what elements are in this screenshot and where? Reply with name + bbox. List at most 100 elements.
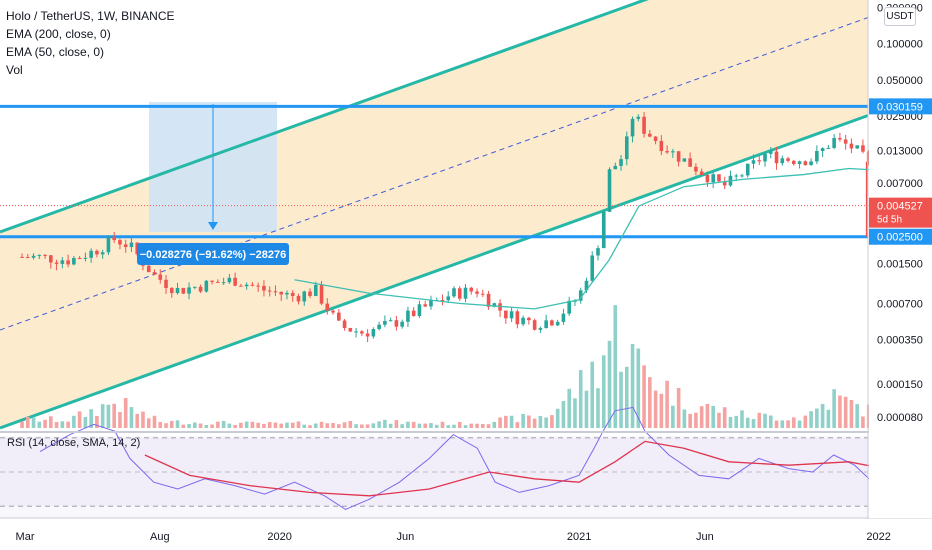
volume-bar (740, 410, 744, 428)
candle-body (267, 290, 272, 292)
volume-bar (803, 415, 808, 428)
volume-bar (555, 408, 560, 428)
volume-bar (187, 424, 191, 428)
volume-bar (786, 420, 790, 428)
candle-body (475, 291, 479, 294)
candle-body (20, 256, 24, 258)
candle-body (665, 151, 669, 153)
candle-body (250, 284, 255, 286)
volume-bar (331, 423, 335, 428)
volume-legend[interactable]: Vol (6, 63, 23, 77)
volume-bar (584, 390, 589, 428)
volume-bar (118, 412, 122, 428)
volume-bar (636, 348, 641, 428)
candle-body (169, 287, 174, 294)
candle-body (342, 320, 347, 329)
volume-bar (123, 398, 128, 428)
volume-bar (642, 365, 646, 428)
candle-body (296, 295, 301, 302)
candle-body (607, 169, 612, 212)
candle-body (181, 288, 186, 294)
candle-body (855, 145, 859, 149)
badge-current-bg (869, 197, 932, 228)
candle-body (809, 161, 813, 166)
badge-lower: 0.002500 (877, 232, 923, 244)
badge-upper-bg (869, 98, 932, 115)
candle-body (31, 255, 36, 258)
candle-body (832, 137, 836, 148)
volume-bar (290, 422, 295, 428)
volume-bar (227, 423, 232, 428)
volume-bar (181, 424, 186, 428)
candle-body (158, 274, 163, 280)
candle-body (463, 287, 468, 299)
channel-upper-line (0, 0, 649, 234)
candle-body (383, 321, 387, 325)
volume-bar (313, 423, 318, 428)
volume-bar (308, 425, 312, 428)
measure-label-bg (137, 243, 289, 265)
volume-bar (601, 355, 606, 428)
volume-bar (146, 418, 151, 428)
candle-body (480, 293, 485, 295)
volume-bar (705, 403, 710, 428)
volume-bar (849, 399, 854, 428)
candle-body (745, 163, 750, 176)
candle-body (734, 175, 739, 177)
candle-body (440, 300, 445, 302)
volume-bar (100, 404, 105, 428)
price-axis-bg (869, 0, 932, 518)
candle-body (233, 277, 237, 286)
volume-bar (688, 413, 692, 428)
candle-body (360, 331, 364, 334)
volume-bar (296, 421, 301, 428)
volume-bar (734, 415, 739, 428)
ema50-legend[interactable]: EMA (50, close, 0) (6, 45, 105, 59)
volume-bar (653, 390, 658, 428)
volume-bar (521, 413, 525, 428)
volume-bar (25, 416, 30, 428)
badge-lower-bg (869, 228, 932, 245)
volume-bar (267, 422, 272, 428)
price-tick-label: 0.013000 (877, 145, 923, 157)
candle-body (262, 285, 266, 291)
price-tick-label: 0.000700 (877, 298, 923, 310)
candle-body (37, 254, 42, 256)
currency-button[interactable]: USDT (884, 7, 916, 26)
volume-bar (504, 415, 508, 428)
volume-bar (406, 421, 410, 428)
volume-bar (866, 404, 871, 428)
volume-bar (768, 415, 773, 428)
symbol-title[interactable]: Holo / TetherUS, 1W, BINANCE (6, 9, 175, 23)
volume-bar (77, 411, 82, 428)
ema200-legend[interactable]: EMA (200, close, 0) (6, 27, 111, 41)
candle-body (636, 116, 641, 119)
channel-mid-line (0, 17, 869, 331)
volume-bar (135, 413, 140, 428)
candle-body (446, 296, 451, 301)
candle-body (619, 159, 623, 166)
candle-body (705, 174, 710, 183)
volume-bar (613, 305, 618, 428)
candle-body (866, 151, 871, 162)
volume-bar (797, 420, 802, 428)
volume-bar (285, 422, 289, 428)
volume-bar (89, 409, 93, 428)
volume-bar (763, 413, 767, 428)
candle-body (768, 151, 773, 154)
candle-body (648, 133, 652, 137)
volume-bar (480, 423, 485, 428)
volume-bar (550, 415, 554, 428)
volume-bar (377, 421, 381, 428)
candle-body (671, 151, 675, 153)
candle-body (112, 236, 116, 241)
candle-body (838, 137, 842, 140)
candle-body (786, 158, 790, 161)
volume-bar (60, 421, 65, 428)
volume-bar (152, 415, 157, 428)
volume-bar (342, 422, 347, 428)
candle-body (308, 291, 312, 296)
candle-body (751, 160, 756, 164)
candle-body (688, 158, 692, 167)
